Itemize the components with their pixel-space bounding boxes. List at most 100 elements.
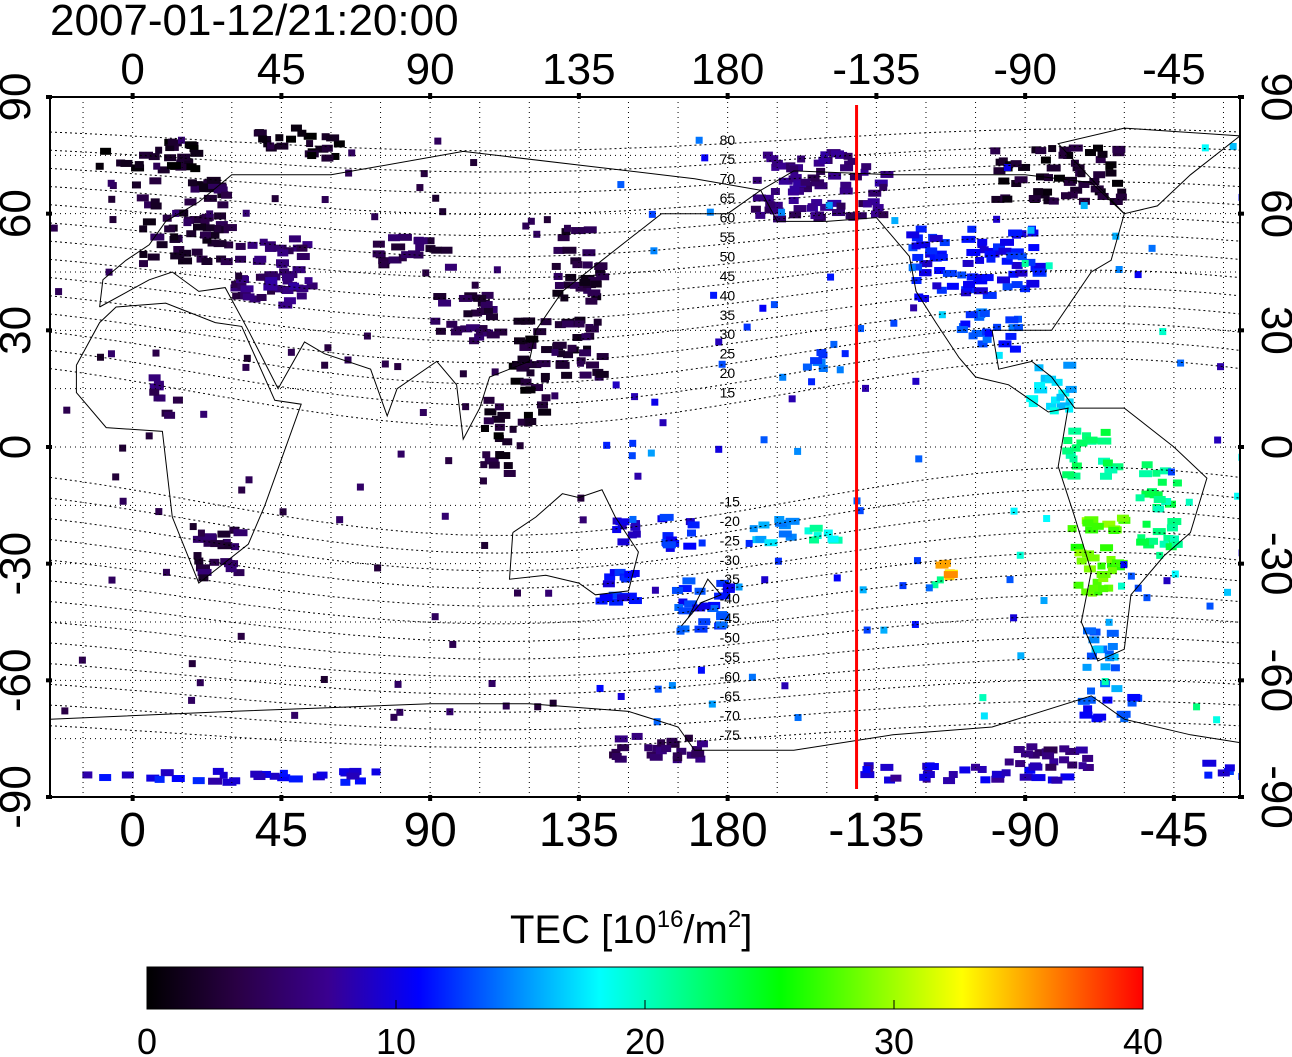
tec-cell — [156, 241, 168, 249]
tec-cell — [761, 576, 769, 584]
contour-line — [50, 340, 1240, 406]
colorbar-tick-label: 20 — [625, 1021, 665, 1057]
tec-cell — [957, 271, 967, 279]
tec-cell — [184, 141, 197, 149]
tec-cell — [996, 276, 1010, 284]
tec-cell — [100, 147, 112, 155]
tec-cell — [1005, 316, 1019, 324]
tec-cell — [321, 144, 333, 152]
tec-cell — [908, 264, 916, 272]
tec-cell — [617, 692, 625, 700]
tec-cell — [225, 565, 237, 573]
tec-cell — [1214, 436, 1222, 444]
tec-cell — [770, 187, 780, 195]
tec-cell — [235, 276, 249, 284]
tec-cell — [906, 231, 920, 239]
tec-cell — [441, 512, 449, 520]
tec-cell — [288, 775, 303, 783]
tec-cell — [296, 253, 310, 261]
tec-cell — [1068, 144, 1083, 152]
tec-cell — [480, 424, 489, 432]
tec-cell — [718, 360, 726, 368]
tec-cell — [321, 196, 329, 204]
tec-cell — [695, 755, 706, 763]
tec-cell — [164, 225, 176, 233]
tec-cell — [596, 684, 604, 692]
tec-cell — [995, 351, 1003, 359]
lon-label-top: 45 — [257, 45, 306, 94]
tec-cell — [748, 673, 756, 681]
tec-cell — [579, 516, 587, 524]
tec-cell — [1046, 164, 1061, 172]
tec-cell — [1045, 763, 1057, 771]
tec-cell — [1067, 525, 1077, 533]
tec-cell — [167, 138, 177, 146]
tec-cell — [527, 217, 535, 225]
tec-cell — [936, 286, 947, 294]
tec-cell — [752, 176, 762, 184]
tec-cell — [475, 328, 483, 336]
contour-line — [50, 721, 1240, 748]
tec-cell — [654, 685, 662, 693]
coastline-path — [508, 489, 639, 596]
tec-cell — [755, 535, 767, 543]
tec-cell — [170, 233, 179, 241]
lat-label-right: 90 — [1252, 73, 1292, 122]
tec-cell — [449, 640, 457, 648]
tec-cell — [173, 246, 185, 254]
tec-cell — [555, 361, 570, 369]
tec-cell — [1006, 576, 1014, 584]
tec-cell — [715, 445, 723, 453]
tec-cell — [160, 769, 174, 777]
contour-line — [50, 488, 1240, 554]
tec-cell — [993, 323, 1002, 331]
tec-cell — [1065, 385, 1077, 393]
tec-cell — [1116, 710, 1131, 718]
tec-cell — [802, 363, 812, 371]
tec-cell — [230, 284, 244, 292]
tec-cell — [1102, 696, 1113, 704]
tec-cell — [993, 243, 1006, 251]
tec-cell — [579, 349, 592, 357]
tec-cell — [583, 286, 592, 294]
tec-cell — [644, 744, 653, 752]
tec-cell — [520, 378, 532, 386]
tec-cell — [1076, 557, 1087, 565]
tec-cell — [484, 457, 499, 465]
tec-cell — [203, 533, 217, 541]
lon-label-top: 90 — [406, 45, 455, 94]
tec-cell — [1086, 554, 1100, 562]
lat-label-left: 0 — [0, 435, 40, 459]
tec-cell — [242, 209, 250, 217]
tec-cell — [188, 696, 196, 704]
contour-labels: 80 75 70 65 60 55 50 45 40 35 30 25 20 15 -15 -20 -25 -30… — [720, 132, 740, 743]
tec-cell — [153, 162, 161, 170]
tec-cell — [577, 359, 585, 367]
tec-cell — [977, 238, 988, 246]
tec-cell — [271, 195, 279, 203]
tec-cell — [1082, 519, 1094, 527]
tec-cell — [891, 217, 899, 225]
tec-cell — [769, 201, 783, 209]
tec-cell — [750, 205, 761, 213]
tec-cell — [164, 411, 176, 419]
tec-cell — [1078, 197, 1090, 205]
tec-cell — [1060, 773, 1075, 781]
tec-cell — [356, 483, 364, 491]
tec-cell — [627, 592, 637, 600]
lon-tick-bottom — [1171, 795, 1176, 801]
tec-cell — [1009, 345, 1021, 353]
tec-cell — [481, 541, 489, 549]
tec-cell — [924, 763, 939, 771]
tec-cell — [333, 140, 345, 148]
tec-cell — [136, 194, 149, 202]
tec-cell — [553, 246, 565, 254]
lon-label-bottom: 90 — [403, 804, 456, 857]
contour-label: 20 — [720, 365, 736, 381]
tec-cell — [1023, 258, 1036, 266]
tec-cell — [371, 768, 381, 776]
tec-cell — [105, 268, 113, 276]
lat-label-left: 90 — [0, 73, 40, 122]
tec-cell — [1056, 402, 1070, 410]
tec-cell — [488, 305, 498, 313]
